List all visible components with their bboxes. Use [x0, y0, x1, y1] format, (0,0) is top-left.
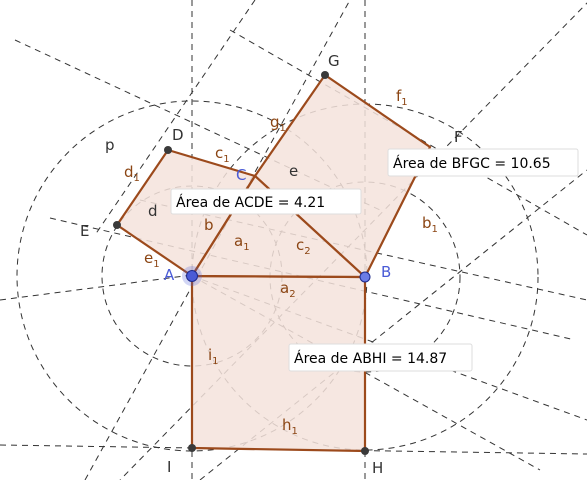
point-I[interactable]: [188, 444, 196, 452]
point-D[interactable]: [164, 146, 172, 154]
label-c1: c1: [215, 144, 230, 165]
label-d: d: [148, 202, 158, 220]
label-p: p: [105, 136, 115, 154]
label-b: b: [204, 216, 214, 234]
label-a2: a2: [280, 279, 296, 300]
label-h1: h1: [282, 416, 298, 437]
line-steep-left: [84, 0, 351, 480]
label-b1: b1: [422, 214, 438, 235]
label-C: C: [236, 166, 246, 184]
label-d1: d1: [124, 163, 140, 184]
segment-labels: p d e d1 c1 g1 f1 b b1 a1 c2 a2 e1 i1 h1: [105, 87, 438, 437]
label-A: A: [164, 266, 175, 284]
label-H: H: [372, 459, 383, 477]
point-labels: D E G F C A B I H: [80, 52, 463, 477]
points-blue: [182, 266, 371, 286]
label-D: D: [172, 126, 184, 144]
point-E[interactable]: [113, 221, 121, 229]
area-box-abhi-bg: [288, 343, 473, 372]
label-e1: e1: [144, 249, 160, 270]
label-F: F: [454, 128, 463, 146]
label-B: B: [381, 263, 391, 281]
label-a1: a1: [234, 232, 250, 253]
label-E: E: [80, 222, 89, 240]
line-bottom-horizontal: [0, 444, 587, 455]
label-I: I: [167, 458, 171, 476]
line-ray-from-top: [94, 0, 256, 236]
point-G[interactable]: [321, 71, 329, 79]
area-box-acde-text: Área de ACDE = 4.21: [176, 194, 325, 211]
label-G: G: [328, 52, 340, 70]
label-e: e: [289, 162, 298, 180]
point-B[interactable]: [359, 271, 371, 283]
point-A[interactable]: [186, 270, 198, 282]
area-box-abhi-text: Área de ABHI = 14.87: [294, 350, 447, 367]
points-dark: [113, 71, 369, 455]
label-f1: f1: [396, 87, 408, 108]
area-box-bfgc-bg: [387, 148, 579, 177]
line-through-G-right: [229, 29, 587, 236]
area-box-bfgc-text: Área de BFGC = 10.65: [393, 155, 551, 172]
label-c2: c2: [296, 236, 311, 257]
point-H[interactable]: [361, 447, 369, 455]
area-box-abhi[interactable]: Área de ABHI = 14.87: [288, 343, 473, 372]
area-box-bfgc[interactable]: Área de BFGC = 10.65: [387, 148, 579, 177]
area-box-acde[interactable]: Área de ACDE = 4.21: [170, 188, 362, 215]
triangle-ABC[interactable]: [190, 174, 368, 279]
label-i1: i1: [208, 346, 219, 367]
label-g1: g1: [270, 113, 286, 134]
area-box-acde-bg: [170, 188, 362, 215]
